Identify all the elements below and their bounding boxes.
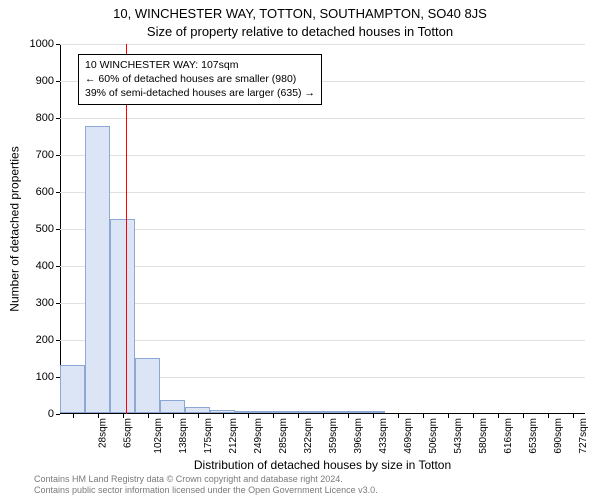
x-tick-mark xyxy=(498,414,499,418)
histogram-bar xyxy=(160,400,185,413)
x-tick-label: 469sqm xyxy=(403,418,414,454)
grid-line xyxy=(60,340,585,341)
annotation-line3: 39% of semi-detached houses are larger (… xyxy=(85,86,315,100)
histogram-bar xyxy=(285,411,310,413)
chart-title-line2: Size of property relative to detached ho… xyxy=(0,24,600,39)
x-tick-label: 138sqm xyxy=(178,418,189,454)
x-tick-mark xyxy=(573,414,574,418)
grid-line xyxy=(60,303,585,304)
histogram-bar xyxy=(260,411,285,413)
histogram-bar xyxy=(85,126,110,413)
x-tick-mark xyxy=(123,414,124,418)
histogram-bar xyxy=(110,219,135,413)
x-tick-mark xyxy=(198,414,199,418)
histogram-bar xyxy=(310,411,335,413)
grid-line xyxy=(60,44,585,45)
x-tick-mark xyxy=(73,414,74,418)
y-tick-label: 500 xyxy=(36,223,54,235)
x-tick-mark xyxy=(523,414,524,418)
y-tick-mark xyxy=(56,414,60,415)
y-tick-mark xyxy=(56,303,60,304)
y-tick-mark xyxy=(56,266,60,267)
y-tick-label: 1000 xyxy=(30,38,54,50)
x-axis-title: Distribution of detached houses by size … xyxy=(60,458,585,472)
x-tick-mark xyxy=(98,414,99,418)
x-tick-label: 249sqm xyxy=(253,418,264,454)
x-tick-label: 396sqm xyxy=(353,418,364,454)
x-tick-mark xyxy=(273,414,274,418)
x-tick-mark xyxy=(473,414,474,418)
y-tick-mark xyxy=(56,81,60,82)
footer: Contains HM Land Registry data © Crown c… xyxy=(34,474,378,496)
x-tick-mark xyxy=(398,414,399,418)
histogram-bar xyxy=(210,410,235,413)
y-tick-mark xyxy=(56,340,60,341)
grid-line xyxy=(60,192,585,193)
x-tick-label: 359sqm xyxy=(328,418,339,454)
x-tick-mark xyxy=(223,414,224,418)
histogram-bar xyxy=(185,407,210,413)
y-tick-label: 800 xyxy=(36,112,54,124)
y-tick-mark xyxy=(56,229,60,230)
x-tick-label: 580sqm xyxy=(478,418,489,454)
plot-area: 10 WINCHESTER WAY: 107sqm ← 60% of detac… xyxy=(60,44,585,414)
x-tick-mark xyxy=(298,414,299,418)
x-tick-label: 65sqm xyxy=(122,418,133,448)
x-tick-label: 212sqm xyxy=(228,418,239,454)
x-tick-label: 727sqm xyxy=(578,418,589,454)
grid-line xyxy=(60,266,585,267)
x-tick-mark xyxy=(548,414,549,418)
x-tick-mark xyxy=(173,414,174,418)
footer-line1: Contains HM Land Registry data © Crown c… xyxy=(34,474,378,485)
x-tick-label: 653sqm xyxy=(528,418,539,454)
x-tick-label: 285sqm xyxy=(278,418,289,454)
y-tick-label: 700 xyxy=(36,149,54,161)
x-tick-mark xyxy=(373,414,374,418)
histogram-bar xyxy=(60,365,85,413)
histogram-bar xyxy=(135,358,160,414)
x-tick-label: 543sqm xyxy=(453,418,464,454)
histogram-bar xyxy=(235,411,260,413)
y-tick-label: 200 xyxy=(36,334,54,346)
grid-line xyxy=(60,155,585,156)
y-tick-mark xyxy=(56,155,60,156)
y-tick-label: 100 xyxy=(36,371,54,383)
grid-line xyxy=(60,229,585,230)
x-tick-label: 690sqm xyxy=(553,418,564,454)
x-tick-mark xyxy=(448,414,449,418)
y-tick-mark xyxy=(56,192,60,193)
annotation-line1: 10 WINCHESTER WAY: 107sqm xyxy=(85,58,315,72)
x-tick-label: 506sqm xyxy=(428,418,439,454)
x-tick-mark xyxy=(423,414,424,418)
y-tick-mark xyxy=(56,118,60,119)
chart-container: 10, WINCHESTER WAY, TOTTON, SOUTHAMPTON,… xyxy=(0,0,600,500)
y-axis-title: Number of detached properties xyxy=(8,44,22,414)
annotation-box: 10 WINCHESTER WAY: 107sqm ← 60% of detac… xyxy=(78,54,322,105)
x-tick-label: 28sqm xyxy=(97,418,108,448)
x-tick-mark xyxy=(323,414,324,418)
y-tick-label: 0 xyxy=(48,408,54,420)
footer-line2: Contains public sector information licen… xyxy=(34,485,378,496)
x-tick-label: 102sqm xyxy=(153,418,164,454)
y-tick-label: 400 xyxy=(36,260,54,272)
x-tick-label: 616sqm xyxy=(503,418,514,454)
y-tick-label: 600 xyxy=(36,186,54,198)
histogram-bar xyxy=(360,411,385,413)
x-tick-mark xyxy=(248,414,249,418)
y-tick-label: 300 xyxy=(36,297,54,309)
y-tick-label: 900 xyxy=(36,75,54,87)
x-tick-label: 433sqm xyxy=(378,418,389,454)
x-tick-label: 175sqm xyxy=(203,418,214,454)
annotation-line2: ← 60% of detached houses are smaller (98… xyxy=(85,72,315,86)
x-tick-label: 322sqm xyxy=(303,418,314,454)
x-tick-mark xyxy=(148,414,149,418)
x-tick-mark xyxy=(348,414,349,418)
chart-title-line1: 10, WINCHESTER WAY, TOTTON, SOUTHAMPTON,… xyxy=(0,6,600,21)
histogram-bar xyxy=(335,411,360,413)
grid-line xyxy=(60,118,585,119)
y-tick-mark xyxy=(56,44,60,45)
